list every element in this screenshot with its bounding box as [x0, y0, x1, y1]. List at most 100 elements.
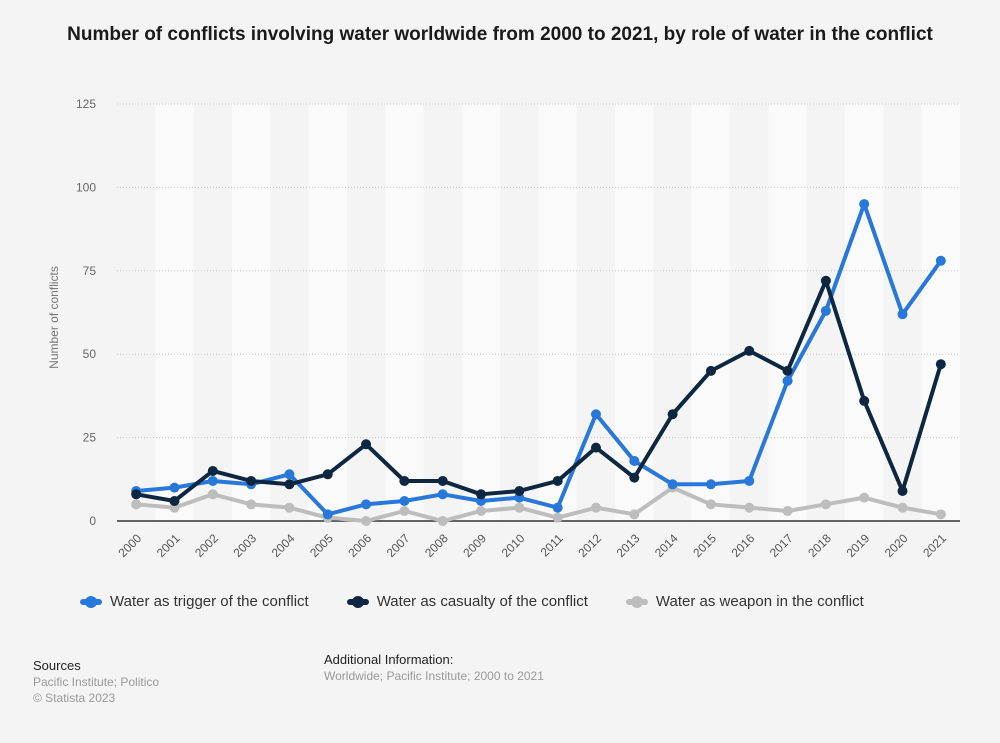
- x-tick-label: 2011: [538, 531, 566, 559]
- data-point: [897, 485, 908, 496]
- column-band: [423, 104, 462, 521]
- data-point: [322, 509, 333, 520]
- legend-label: Water as casualty of the conflict: [376, 593, 588, 610]
- data-point: [629, 455, 640, 466]
- x-tick-label: 2005: [307, 531, 336, 560]
- data-point: [705, 479, 716, 490]
- data-point: [782, 375, 793, 386]
- data-point: [897, 502, 908, 513]
- column-band: [155, 104, 194, 521]
- data-point: [284, 479, 295, 490]
- data-point: [361, 499, 372, 510]
- data-point: [246, 499, 257, 510]
- x-tick-label: 2001: [154, 531, 183, 560]
- x-tick-label: 2015: [690, 531, 719, 560]
- column-band: [231, 104, 271, 521]
- data-point: [476, 489, 487, 500]
- y-axis-title: Number of conflicts: [47, 266, 61, 369]
- data-point: [131, 489, 142, 500]
- x-tick-label: 2002: [192, 531, 221, 560]
- x-tick-label: 2006: [345, 531, 374, 560]
- column-band: [730, 104, 769, 521]
- data-point: [705, 499, 716, 510]
- data-point: [859, 199, 870, 210]
- data-point: [399, 475, 410, 486]
- data-point: [437, 489, 448, 500]
- column-band: [346, 104, 386, 521]
- legend-marker-icon: [625, 595, 648, 608]
- data-point: [820, 305, 831, 316]
- legend-label: Water as trigger of the conflict: [110, 593, 309, 610]
- data-point: [552, 502, 563, 513]
- column-band: [615, 104, 654, 521]
- additional-info-heading: Additional Information:: [324, 652, 454, 667]
- data-point: [590, 409, 601, 420]
- data-point: [207, 465, 218, 476]
- additional-info-text: Worldwide; Pacific Institute; 2000 to 20…: [324, 669, 544, 683]
- data-point: [552, 475, 563, 486]
- data-point: [361, 439, 372, 450]
- data-point: [705, 365, 716, 376]
- x-tick-label: 2000: [115, 531, 144, 560]
- x-tick-label: 2020: [882, 531, 911, 560]
- column-band: [500, 104, 539, 521]
- y-tick-label: 125: [76, 97, 96, 111]
- data-point: [476, 505, 487, 516]
- sources-heading: Sources: [33, 658, 81, 673]
- y-tick-label: 100: [76, 180, 96, 194]
- series-line: [134, 202, 943, 517]
- data-point: [437, 475, 448, 486]
- data-point: [859, 395, 870, 406]
- sources-block: Sources Pacific Institute; Politico © St…: [33, 658, 159, 706]
- column-band: [845, 104, 884, 521]
- y-tick-label: 75: [83, 264, 97, 278]
- legend-item-trigger[interactable]: Water as trigger of the conflict: [80, 593, 309, 610]
- data-point: [935, 255, 946, 266]
- x-tick-label: 2008: [422, 531, 451, 560]
- data-point: [744, 502, 755, 513]
- data-point: [897, 309, 908, 320]
- data-point: [590, 442, 601, 453]
- x-tick-label: 2004: [269, 531, 298, 560]
- data-point: [744, 345, 755, 356]
- sources-text[interactable]: Pacific Institute; Politico: [33, 675, 160, 689]
- column-band: [117, 104, 156, 521]
- x-tick-label: 2021: [920, 531, 949, 560]
- data-point: [169, 495, 180, 506]
- data-point: [935, 509, 946, 520]
- data-point: [590, 502, 601, 513]
- legend-item-casualty[interactable]: Water as casualty of the conflict: [346, 593, 588, 610]
- data-point: [284, 469, 295, 480]
- column-band: [538, 104, 577, 521]
- x-tick-label: 2009: [460, 531, 489, 560]
- data-point: [131, 499, 142, 510]
- x-tick-label: 2017: [767, 531, 796, 560]
- x-tick-label: 2014: [652, 531, 681, 560]
- column-band: [308, 104, 347, 521]
- column-band: [461, 104, 501, 521]
- data-point: [782, 505, 793, 516]
- x-tick-label: 2003: [230, 531, 259, 560]
- series-line: [134, 485, 943, 523]
- legend-item-weapon[interactable]: Water as weapon in the conflict: [625, 593, 864, 610]
- data-point: [399, 505, 410, 516]
- y-tick-label: 0: [89, 514, 96, 528]
- data-point: [629, 509, 640, 520]
- column-band: [193, 104, 232, 521]
- chart-title: Number of conflicts involving water worl…: [67, 24, 933, 45]
- data-point: [667, 409, 678, 420]
- x-tick-label: 2018: [805, 531, 834, 560]
- column-band: [921, 104, 960, 521]
- y-tick-label: 25: [83, 431, 97, 445]
- x-tick-label: 2007: [384, 531, 413, 560]
- column-band: [385, 104, 424, 521]
- chart-legend: Water as trigger of the conflict Water a…: [80, 593, 902, 610]
- x-tick-label: 2016: [729, 531, 758, 560]
- data-point: [207, 475, 218, 486]
- data-point: [820, 499, 831, 510]
- data-point: [744, 475, 755, 486]
- additional-info-block: Additional Information: Worldwide; Pacif…: [324, 652, 544, 684]
- data-point: [246, 475, 257, 486]
- x-tick-label: 2013: [614, 531, 643, 560]
